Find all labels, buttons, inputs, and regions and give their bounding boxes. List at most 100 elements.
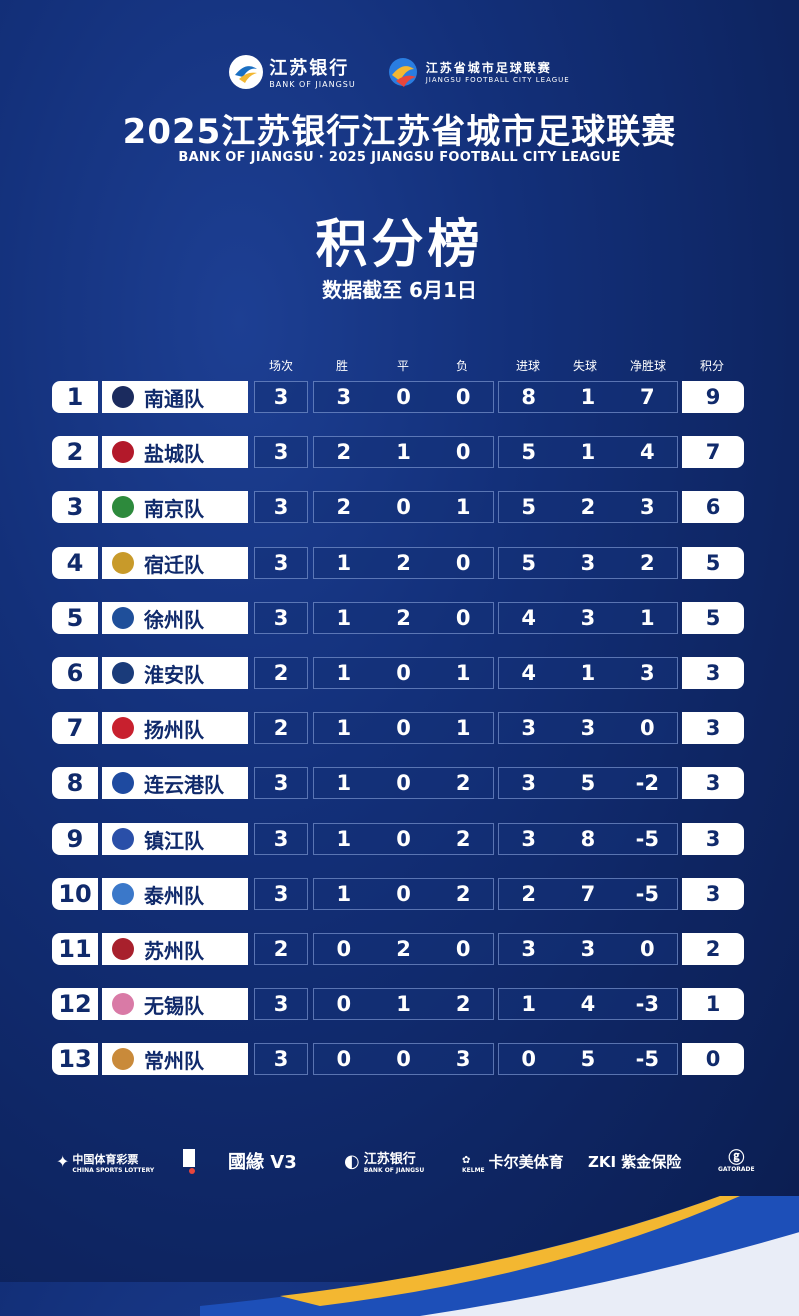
goals-against-value: 8 [580,827,596,851]
goal-diff-value: 0 [640,937,655,961]
team-name: 常州队 [144,1048,204,1073]
standings-row: 12 无锡队 3 0 1 2 1 4 -3 1 [0,988,799,1020]
won-value: 1 [336,827,352,851]
rank-number: 7 [52,712,98,744]
goal-diff-value: 3 [640,495,655,519]
points-value: 6 [682,491,744,523]
kelme-small: KELME [462,1167,485,1174]
wdl-cell: 0 0 3 [313,1043,494,1075]
team-cell: 宿迁队 [102,547,248,579]
played-cell: 3 [254,547,308,579]
rank-number: 12 [52,988,98,1020]
lost-value: 2 [455,882,471,906]
standings-row: 1 南通队 3 3 0 0 8 1 7 9 [0,381,799,413]
goals-cell: 8 1 7 [498,381,678,413]
played-cell: 3 [254,436,308,468]
played-cell: 3 [254,381,308,413]
team-badge-icon [112,1048,134,1070]
col-played: 场次 [268,359,293,373]
team-name: 无锡队 [144,993,204,1018]
sponsor-lottery: ✦ 中国体育彩票 CHINA SPORTS LOTTERY [56,1146,154,1176]
goals-for-value: 5 [521,495,536,519]
league-logo-en: JIANGSU FOOTBALL CITY LEAGUE [425,76,570,84]
team-name: 苏州队 [144,938,204,963]
team-name: 宿迁队 [144,552,204,577]
team-badge-icon [112,552,134,574]
goals-for-value: 3 [521,716,536,740]
gatorade-icon: ⓖ [728,1147,745,1167]
won-value: 1 [336,716,352,740]
goal-diff-value: 7 [640,385,655,409]
played-value: 3 [273,495,289,519]
team-badge-icon [112,993,134,1015]
played-value: 3 [273,440,289,464]
goals-for-value: 5 [521,440,536,464]
sponsor-bank-en: BANK OF JIANGSU [363,1167,425,1174]
goal-diff-value: -3 [635,992,659,1016]
standings-row: 5 徐州队 3 1 2 0 4 3 1 5 [0,602,799,634]
lost-value: 2 [455,827,471,851]
sponsor-zki: ZKI 紫金保险 [588,1152,682,1171]
points-value: 3 [682,823,744,855]
goals-cell: 1 4 -3 [498,988,678,1020]
wdl-cell: 1 0 1 [313,712,494,744]
team-cell: 镇江队 [102,823,248,855]
lost-value: 0 [455,440,471,464]
team-name: 镇江队 [144,828,204,853]
standings-row: 2 盐城队 3 2 1 0 5 1 4 7 [0,436,799,468]
goal-diff-value: 3 [640,661,655,685]
goal-diff-value: -5 [635,882,659,906]
team-badge-icon [112,386,134,408]
won-value: 0 [336,937,352,961]
sponsor-guoyuan: 國緣 V3 [228,1152,297,1173]
rank-number: 6 [52,657,98,689]
goals-for-value: 0 [521,1047,536,1071]
goals-cell: 3 8 -5 [498,823,678,855]
team-badge-icon [112,772,134,794]
points-value: 2 [682,933,744,965]
played-cell: 3 [254,988,308,1020]
team-cell: 无锡队 [102,988,248,1020]
played-cell: 3 [254,602,308,634]
lottery-icon: ✦ [56,1151,70,1171]
standings-row: 13 常州队 3 0 0 3 0 5 -5 0 [0,1043,799,1075]
points-value: 3 [682,878,744,910]
column-headers: 场次 胜 平 负 进球 失球 净胜球 积分 [0,357,799,375]
data-date-note: 数据截至 6月1日 [322,278,477,302]
goals-against-value: 5 [580,771,596,795]
won-value: 0 [336,1047,352,1071]
wdl-cell: 3 0 0 [313,381,494,413]
goals-cell: 0 5 -5 [498,1043,678,1075]
team-cell: 南京队 [102,491,248,523]
goals-for-value: 2 [521,882,536,906]
goal-diff-value: 4 [640,440,655,464]
sponsor-gatorade: ⓖ GATORADE [718,1146,755,1176]
goals-against-value: 3 [580,716,596,740]
sponsor-kelme: ✿ KELME 卡尔美体育 [462,1146,564,1176]
goals-cell: 2 7 -5 [498,878,678,910]
goal-diff-value: -5 [635,827,659,851]
bank-logo-cn: 江苏银行 [269,58,350,79]
points-value: 5 [682,547,744,579]
wdl-cell: 1 0 2 [313,767,494,799]
lost-value: 2 [455,771,471,795]
sponsor-mark-icon [180,1146,198,1176]
won-value: 2 [336,495,352,519]
goals-for-value: 4 [521,661,536,685]
points-value: 0 [682,1043,744,1075]
col-goals-for: 进球 [515,359,540,373]
goals-cell: 5 3 2 [498,547,678,579]
drawn-value: 2 [396,606,411,630]
played-value: 3 [273,771,289,795]
points-value: 3 [682,657,744,689]
played-cell: 3 [254,1043,308,1075]
won-value: 2 [336,440,352,464]
bank-logo: 江苏银行 BANK OF JIANGSU [229,54,355,89]
played-value: 3 [273,385,289,409]
rank-number: 9 [52,823,98,855]
sponsor-bank-cn: 江苏银行 [363,1152,416,1167]
team-name: 淮安队 [144,662,204,687]
drawn-value: 0 [396,385,411,409]
team-cell: 南通队 [102,381,248,413]
played-cell: 2 [254,657,308,689]
